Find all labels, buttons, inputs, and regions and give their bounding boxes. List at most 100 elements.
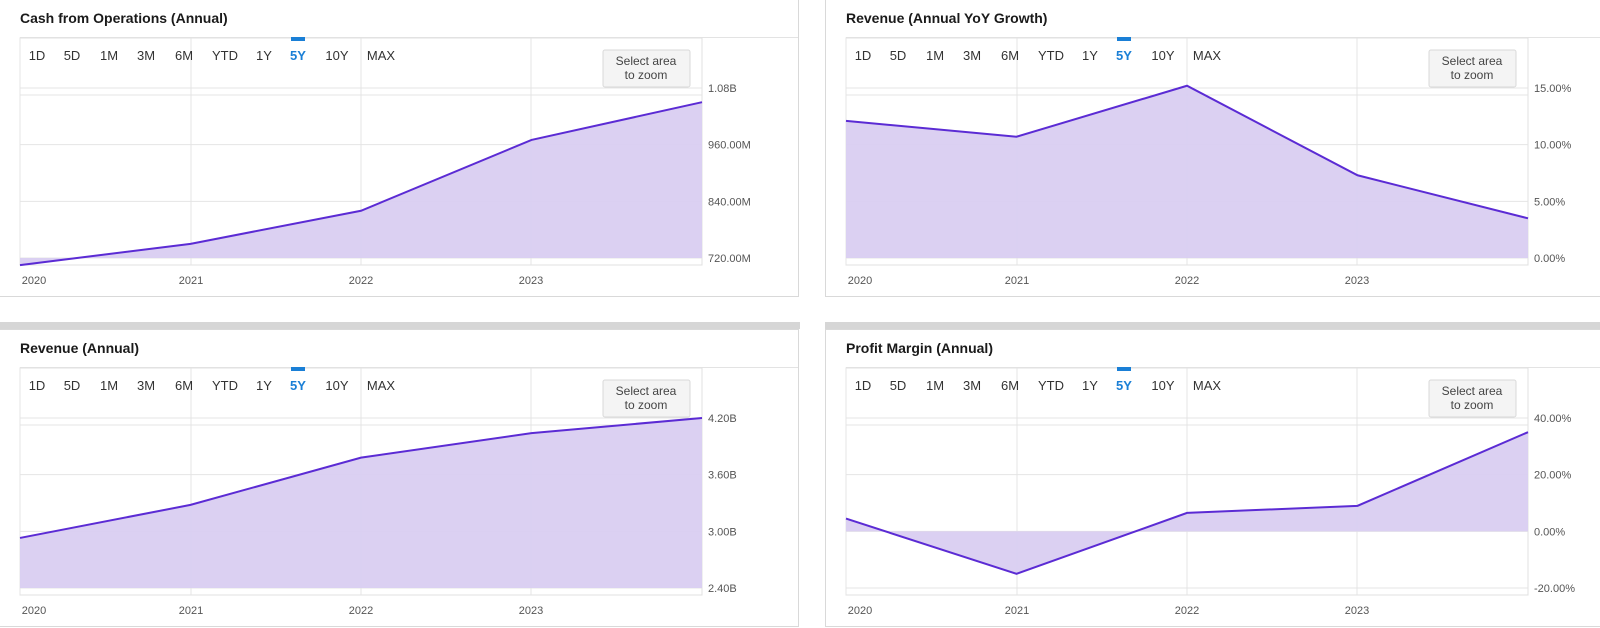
y-tick-label: 3.00B	[708, 526, 737, 538]
data-point[interactable]	[843, 118, 849, 124]
period-button-5d[interactable]: 5D	[884, 372, 912, 398]
period-button-1m[interactable]: 1M	[95, 372, 123, 398]
data-point[interactable]	[358, 208, 364, 214]
period-button-ytd[interactable]: YTD	[1037, 372, 1065, 398]
chart-profit-margin[interactable]: -20.00% 0.00% 20.00% 40.00% 2020 2021 2022 2023…	[826, 330, 1600, 628]
chart-panel-cash-from-operations: Cash from Operations (Annual) 720.00M 840…	[0, 0, 799, 297]
period-label: 1Y	[1082, 378, 1098, 393]
period-label: 1Y	[256, 378, 272, 393]
period-button-1y[interactable]: 1Y	[250, 42, 278, 68]
data-point[interactable]	[529, 430, 535, 436]
x-tick-label: 2021	[179, 275, 203, 287]
period-button-1d[interactable]: 1D	[849, 42, 877, 68]
period-button-ytd[interactable]: YTD	[1037, 42, 1065, 68]
period-button-3m[interactable]: 3M	[958, 372, 986, 398]
period-button-5y[interactable]: 5Y	[1110, 367, 1138, 398]
chart-cash-from-operations[interactable]: 720.00M 840.00M 960.00M 1.08B 2020 2021 2022 20…	[0, 0, 800, 298]
period-button-6m[interactable]: 6M	[996, 42, 1024, 68]
chart-panel-revenue-annual: Revenue (Annual) 2.40B 3.00B 3.60B 4.20B 202…	[0, 329, 799, 627]
period-button-6m[interactable]: 6M	[996, 372, 1024, 398]
series-line	[19, 101, 703, 267]
period-button-1d[interactable]: 1D	[849, 372, 877, 398]
period-button-3m[interactable]: 3M	[958, 42, 986, 68]
data-point[interactable]	[1184, 510, 1190, 516]
data-point[interactable]	[1525, 215, 1531, 221]
data-point[interactable]	[17, 262, 23, 268]
chart-revenue-annual[interactable]: 2.40B 3.00B 3.60B 4.20B 2020 2021 2022 2023 1D 5D…	[0, 330, 800, 628]
period-button-10y[interactable]: 10Y	[323, 372, 351, 398]
period-button-5y[interactable]: 5Y	[284, 367, 312, 398]
period-button-max[interactable]: MAX	[1193, 42, 1222, 68]
period-button-1y[interactable]: 1Y	[1076, 372, 1104, 398]
y-tick-label: 10.00%	[1534, 140, 1572, 152]
data-point[interactable]	[529, 137, 535, 143]
period-button-6m[interactable]: 6M	[170, 372, 198, 398]
period-button-5y[interactable]: 5Y	[1110, 37, 1138, 68]
period-button-max[interactable]: MAX	[1193, 372, 1222, 398]
data-point[interactable]	[17, 535, 23, 541]
period-button-1d[interactable]: 1D	[23, 372, 51, 398]
period-button-3m[interactable]: 3M	[132, 42, 160, 68]
period-label: 6M	[1001, 378, 1019, 393]
series-area	[20, 418, 702, 588]
data-point[interactable]	[699, 415, 705, 421]
data-point[interactable]	[1184, 83, 1190, 89]
period-button-1m[interactable]: 1M	[921, 372, 949, 398]
chart-title: Cash from Operations (Annual)	[20, 10, 228, 26]
active-period-indicator	[1117, 37, 1131, 41]
period-button-10y[interactable]: 10Y	[1149, 372, 1177, 398]
x-tick-label: 2023	[519, 605, 543, 617]
period-button-5d[interactable]: 5D	[58, 372, 86, 398]
period-button-1y[interactable]: 1Y	[250, 372, 278, 398]
period-button-5y[interactable]: 5Y	[284, 37, 312, 68]
period-button-ytd[interactable]: YTD	[211, 42, 239, 68]
period-label: 10Y	[325, 378, 348, 393]
period-button-1m[interactable]: 1M	[921, 42, 949, 68]
period-button-1y[interactable]: 1Y	[1076, 42, 1104, 68]
period-label: 3M	[137, 48, 155, 63]
period-button-max[interactable]: MAX	[367, 372, 396, 398]
series-line	[845, 84, 1529, 220]
series-area	[846, 432, 1528, 574]
row-separator-right	[825, 322, 1600, 329]
x-tick-label: 2022	[1175, 605, 1199, 617]
y-tick-label: 960.00M	[708, 140, 751, 152]
period-button-3m[interactable]: 3M	[132, 372, 160, 398]
period-button-1m[interactable]: 1M	[95, 42, 123, 68]
data-point[interactable]	[1525, 429, 1531, 435]
period-label: 1M	[926, 48, 944, 63]
y-tick-label: 0.00%	[1534, 253, 1565, 265]
data-point[interactable]	[1355, 172, 1361, 178]
chart-title: Revenue (Annual)	[20, 340, 140, 356]
chart-revenue-yoy-growth[interactable]: 0.00% 5.00% 10.00% 15.00% 2020 2021 2022 2023 1D…	[826, 0, 1600, 298]
period-button-10y[interactable]: 10Y	[323, 42, 351, 68]
period-button-1d[interactable]: 1D	[23, 42, 51, 68]
y-tick-label: 4.20B	[708, 413, 737, 425]
period-button-max[interactable]: MAX	[367, 42, 396, 68]
data-point[interactable]	[188, 241, 194, 247]
data-point[interactable]	[1014, 571, 1020, 577]
period-button-ytd[interactable]: YTD	[211, 372, 239, 398]
data-point[interactable]	[843, 516, 849, 522]
x-tick-label: 2020	[22, 605, 46, 617]
period-label: YTD	[1038, 378, 1064, 393]
period-label: 1D	[29, 378, 46, 393]
period-label: MAX	[1193, 378, 1222, 393]
period-label: 5D	[64, 378, 81, 393]
period-button-5d[interactable]: 5D	[884, 42, 912, 68]
x-tick-label: 2022	[349, 605, 373, 617]
period-button-5d[interactable]: 5D	[58, 42, 86, 68]
data-point[interactable]	[1014, 134, 1020, 140]
period-label: MAX	[1193, 48, 1222, 63]
period-label: 1M	[100, 378, 118, 393]
data-point[interactable]	[699, 99, 705, 105]
period-button-6m[interactable]: 6M	[170, 42, 198, 68]
x-tick-label: 2023	[1345, 605, 1369, 617]
period-button-10y[interactable]: 10Y	[1149, 42, 1177, 68]
data-point[interactable]	[1355, 503, 1361, 509]
data-point[interactable]	[358, 455, 364, 461]
data-point[interactable]	[188, 502, 194, 508]
x-tick-label: 2023	[1345, 275, 1369, 287]
